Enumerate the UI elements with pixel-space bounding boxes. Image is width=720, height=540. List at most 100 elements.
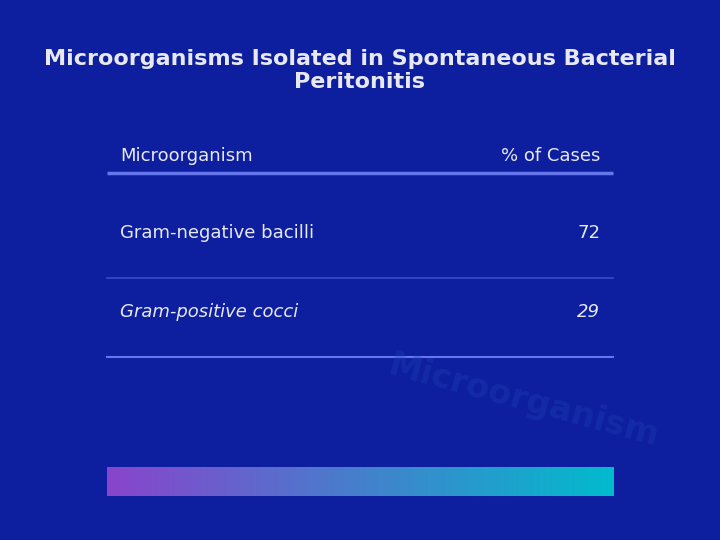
Bar	[527, 467, 530, 496]
Bar	[451, 467, 454, 496]
Bar	[140, 467, 143, 496]
Bar	[330, 467, 333, 496]
Bar	[395, 467, 399, 496]
Bar	[211, 467, 214, 496]
Bar	[539, 467, 543, 496]
Bar	[474, 467, 477, 496]
Bar	[315, 467, 318, 496]
Bar	[302, 467, 305, 496]
Bar	[259, 467, 262, 496]
Text: % of Cases: % of Cases	[501, 147, 600, 165]
Bar	[492, 467, 495, 496]
Bar	[444, 467, 446, 496]
Bar	[320, 467, 323, 496]
Bar	[514, 467, 518, 496]
Bar	[276, 467, 279, 496]
Bar	[109, 467, 113, 496]
Bar	[233, 467, 237, 496]
Bar	[464, 467, 467, 496]
Bar	[168, 467, 171, 496]
Bar	[300, 467, 302, 496]
Bar	[178, 467, 181, 496]
Bar	[603, 467, 606, 496]
Bar	[176, 467, 179, 496]
Bar	[380, 467, 383, 496]
Bar	[375, 467, 378, 496]
Bar	[228, 467, 232, 496]
Bar	[590, 467, 593, 496]
Bar	[345, 467, 348, 496]
Bar	[112, 467, 115, 496]
Bar	[171, 467, 174, 496]
Bar	[305, 467, 307, 496]
Bar	[477, 467, 480, 496]
Bar	[487, 467, 490, 496]
Bar	[410, 467, 414, 496]
Bar	[352, 467, 356, 496]
Bar	[181, 467, 184, 496]
Bar	[221, 467, 224, 496]
Bar	[611, 467, 613, 496]
Bar	[534, 467, 538, 496]
Bar	[130, 467, 133, 496]
Bar	[454, 467, 456, 496]
Bar	[479, 467, 482, 496]
Bar	[549, 467, 553, 496]
Bar	[418, 467, 421, 496]
Bar	[143, 467, 145, 496]
Bar	[588, 467, 591, 496]
Bar	[472, 467, 474, 496]
Bar	[608, 467, 611, 496]
Bar	[532, 467, 535, 496]
Bar	[120, 467, 123, 496]
Bar	[570, 467, 573, 496]
Text: Microorganisms Isolated in Spontaneous Bacterial
Peritonitis: Microorganisms Isolated in Spontaneous B…	[44, 49, 676, 92]
Bar	[317, 467, 320, 496]
Bar	[243, 467, 247, 496]
Bar	[312, 467, 315, 496]
Bar	[575, 467, 578, 496]
Bar	[114, 467, 118, 496]
Bar	[206, 467, 209, 496]
Bar	[223, 467, 227, 496]
Bar	[393, 467, 396, 496]
Bar	[193, 467, 197, 496]
Bar	[489, 467, 492, 496]
Bar	[385, 467, 389, 496]
Bar	[363, 467, 366, 496]
Bar	[383, 467, 386, 496]
Bar	[461, 467, 464, 496]
Bar	[436, 467, 439, 496]
Bar	[469, 467, 472, 496]
Bar	[504, 467, 508, 496]
Bar	[554, 467, 558, 496]
Bar	[517, 467, 520, 496]
Bar	[449, 467, 451, 496]
Bar	[322, 467, 325, 496]
Bar	[264, 467, 267, 496]
Bar	[557, 467, 560, 496]
Bar	[294, 467, 297, 496]
Bar	[201, 467, 204, 496]
Bar	[365, 467, 368, 496]
Bar	[562, 467, 565, 496]
Bar	[502, 467, 505, 496]
Bar	[274, 467, 277, 496]
Bar	[183, 467, 186, 496]
Bar	[529, 467, 533, 496]
Bar	[438, 467, 441, 496]
Text: Microorganism: Microorganism	[120, 147, 253, 165]
Text: Microorganism: Microorganism	[385, 349, 663, 454]
Bar	[340, 467, 343, 496]
Bar	[122, 467, 125, 496]
Bar	[337, 467, 341, 496]
Bar	[218, 467, 222, 496]
Bar	[497, 467, 500, 496]
Bar	[266, 467, 269, 496]
Bar	[598, 467, 601, 496]
Text: 72: 72	[577, 224, 600, 242]
Bar	[148, 467, 150, 496]
Bar	[423, 467, 426, 496]
Bar	[415, 467, 419, 496]
Bar	[188, 467, 192, 496]
